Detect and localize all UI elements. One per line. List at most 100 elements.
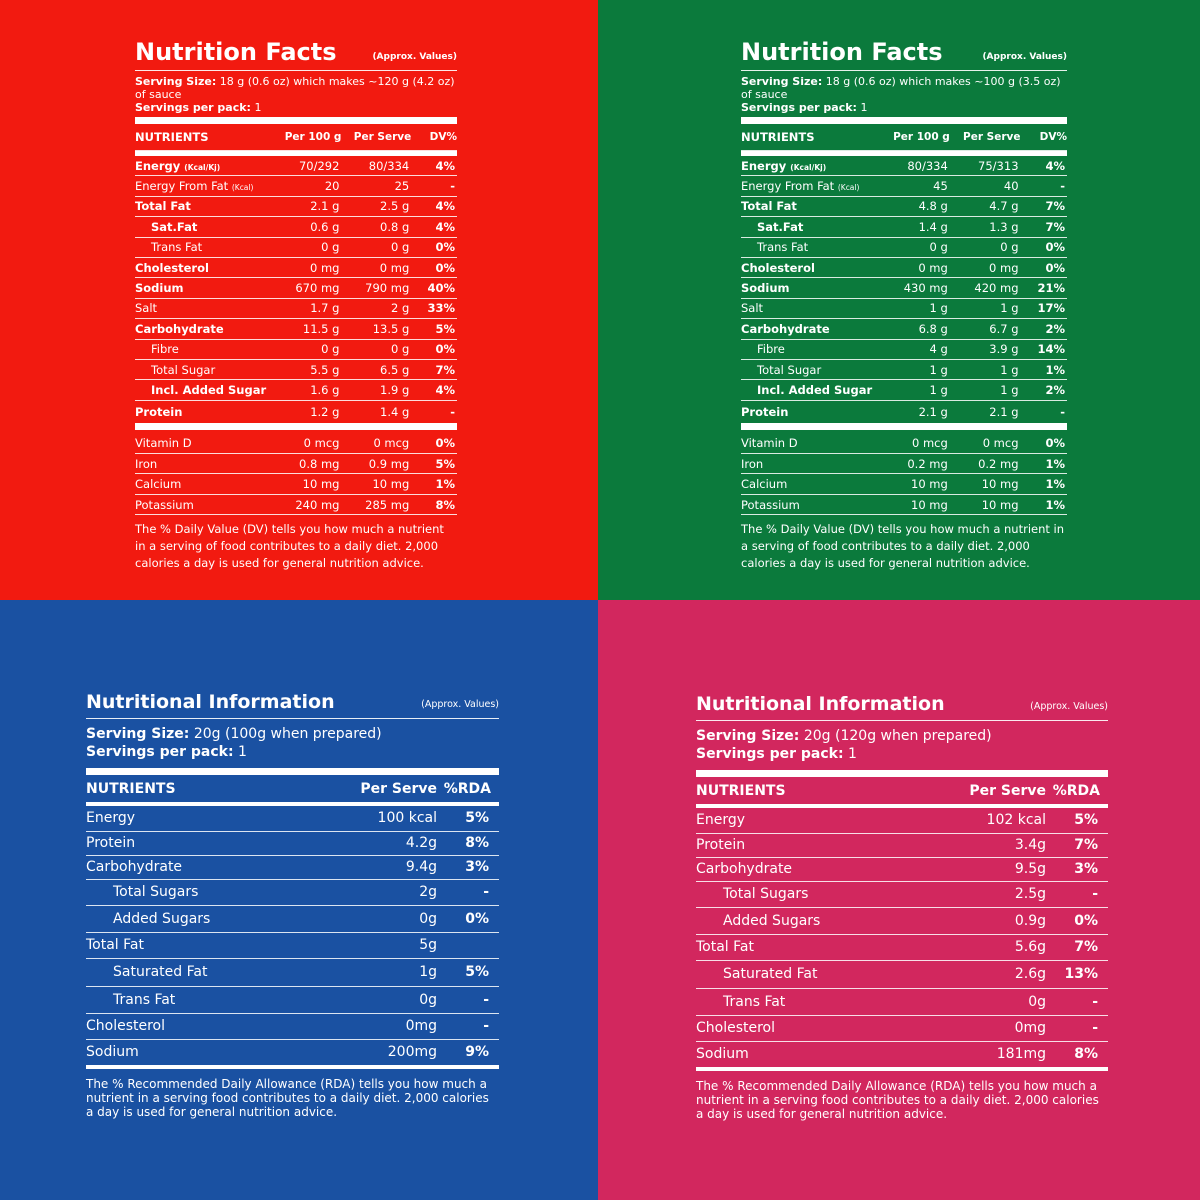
header-per-serve: Per Serve — [949, 124, 1021, 151]
header-rda: %RDA — [1052, 782, 1100, 799]
nutrient-name: Carbohydrate — [741, 318, 893, 340]
nutrient-name: Saturated Fat — [86, 958, 356, 987]
nutrient-name: Trans Fat — [741, 237, 893, 258]
nutrient-name: Total Sugar — [135, 359, 285, 381]
servings-per-pack-label: Servings per pack: — [86, 744, 234, 760]
table-row: Carbohydrate 9.4g 3% — [86, 855, 499, 880]
rda-value: 9% — [465, 1044, 489, 1061]
per-serve-value: 181mg — [996, 1046, 1046, 1063]
dv-footnote: The % Daily Value (DV) tells you how muc… — [135, 522, 444, 571]
per-serve-value: 285 mg — [341, 494, 412, 516]
nutrient-name: Total Fat — [696, 934, 966, 961]
nutrient-name: Potassium — [135, 494, 285, 516]
nutrient-unit: (Kcal/Kj) — [184, 162, 221, 172]
table-row: Total Sugars 2.5g - — [696, 881, 1108, 908]
nutrients-table: NUTRIENTS Per 100 g Per Serve DV% Energy… — [741, 124, 1067, 516]
approx-note: (Approx. Values) — [1030, 701, 1108, 712]
dv-value: 1% — [1020, 494, 1067, 516]
approx-note: (Approx. Values) — [982, 52, 1067, 62]
table-row: Iron 0.8 mg 0.9 mg 5% — [135, 453, 457, 475]
per-100g-value: 10 mg — [892, 473, 950, 495]
serving-size-value: 20g (100g when prepared) — [189, 726, 382, 742]
per-100g-value: 1 g — [892, 298, 950, 320]
approx-note: (Approx. Values) — [372, 52, 457, 62]
panel-header: Nutritional Information (Approx. Values) — [696, 692, 1108, 721]
per-serve-value: 1.9 g — [341, 379, 412, 401]
header-per-serve: Per Serve — [341, 124, 412, 151]
table-row: Trans Fat 0 g 0 g 0% — [135, 237, 457, 258]
table-row: Sodium 200mg 9% — [86, 1039, 499, 1065]
header-dv: DV% — [411, 124, 457, 151]
per-100g-value: 4.8 g — [892, 196, 950, 218]
quadrant-red: Nutrition Facts (Approx. Values) Serving… — [0, 0, 598, 600]
nutrition-facts-panel: Nutrition Facts (Approx. Values) Serving… — [741, 38, 1067, 572]
per-100g-value: 11.5 g — [284, 318, 342, 340]
dv-value: 4% — [1020, 156, 1067, 177]
per-100g-value: 5.5 g — [284, 359, 342, 381]
serving-size-label: Serving Size: — [696, 728, 800, 744]
table-row: Energy From Fat (Kcal) 45 40 - — [741, 175, 1067, 197]
nutrient-name: Total Sugar — [741, 359, 893, 381]
table-row: Sat.Fat 0.6 g 0.8 g 4% — [135, 216, 457, 238]
divider-thick — [135, 117, 457, 124]
divider-thick — [86, 768, 499, 775]
table-row: Energy 100 kcal 5% — [86, 806, 499, 832]
table-row: Total Fat 5.6g 7% — [696, 934, 1108, 961]
rda-value: 7% — [1046, 934, 1108, 961]
table-header-row: NUTRIENTS Per 100 g Per Serve DV% — [135, 124, 457, 151]
per-100g-value: 0 g — [892, 237, 950, 258]
dv-value: 14% — [1020, 339, 1067, 360]
per-100g-value: 0 mg — [284, 257, 342, 279]
per-serve-value: 10 mg — [949, 494, 1021, 516]
rda-value: 0% — [1046, 907, 1108, 935]
nutrient-name: Protein — [86, 831, 356, 856]
nutrient-name: Potassium — [741, 494, 893, 516]
per-100g-value: 240 mg — [284, 494, 342, 516]
table-row: Total Sugars 2g - — [86, 879, 499, 906]
table-row: Saturated Fat 1g 5% — [86, 958, 499, 987]
dv-value: 0% — [411, 257, 457, 279]
nutrient-name: Protein — [696, 833, 966, 858]
panel-title: Nutrition Facts — [135, 38, 337, 66]
dv-value: 40% — [411, 277, 457, 299]
table-row: Energy (Kcal/Kj) 70/292 80/334 4% — [135, 156, 457, 177]
table-row: Energy From Fat (Kcal) 20 25 - — [135, 175, 457, 197]
dv-value: 33% — [411, 298, 457, 320]
divider-thick — [135, 422, 457, 430]
table-row: Fibre 4 g 3.9 g 14% — [741, 339, 1067, 360]
serving-size-label: Serving Size: — [86, 726, 190, 742]
nutrient-name: Vitamin D — [741, 433, 893, 455]
table-row: Cholesterol 0mg - — [86, 1013, 499, 1040]
nutrient-name: Sat.Fat — [135, 216, 285, 238]
nutrient-name: Added Sugars — [86, 905, 356, 933]
per-serve-value: 25 — [341, 175, 412, 197]
table-row: Energy (Kcal/Kj) 80/334 75/313 4% — [741, 156, 1067, 177]
per-serve-value: 0 g — [949, 237, 1021, 258]
per-serve-value: 0 g — [341, 237, 412, 258]
dv-value: 1% — [1020, 359, 1067, 381]
table-row: Sodium 670 mg 790 mg 40% — [135, 277, 457, 299]
panel-title: Nutritional Information — [696, 693, 945, 715]
dv-value: 5% — [411, 453, 457, 475]
per-serve-value: 10 mg — [341, 473, 412, 495]
per-serve-value: 6.7 g — [949, 318, 1021, 340]
rda-value: 5% — [437, 806, 499, 832]
per-100g-value: 1.7 g — [284, 298, 342, 320]
dv-value: 4% — [411, 379, 457, 401]
header-per-serve: Per Serve — [969, 782, 1046, 799]
dv-value: 8% — [411, 494, 457, 516]
nutrient-name: Fibre — [741, 339, 893, 360]
serving-info: Serving Size: 20g (120g when prepared) S… — [696, 721, 1108, 770]
rda-value: - — [1046, 988, 1108, 1016]
per-serve-value: 4.2g — [356, 831, 437, 856]
nutrient-name: Carbohydrate — [86, 855, 356, 880]
nutrient-name: Energy From Fat — [741, 179, 835, 194]
per-serve-value: 4.7 g — [949, 196, 1021, 218]
table-row: Iron 0.2 mg 0.2 mg 1% — [741, 453, 1067, 475]
nutrient-name: Vitamin D — [135, 433, 285, 455]
header-per-serve: Per Serve — [360, 780, 437, 797]
nutrient-name: Total Fat — [86, 932, 356, 959]
rda-value: - — [437, 879, 499, 906]
per-100g-value: 4 g — [892, 339, 950, 360]
per-100g-value: 0 mcg — [892, 433, 950, 455]
